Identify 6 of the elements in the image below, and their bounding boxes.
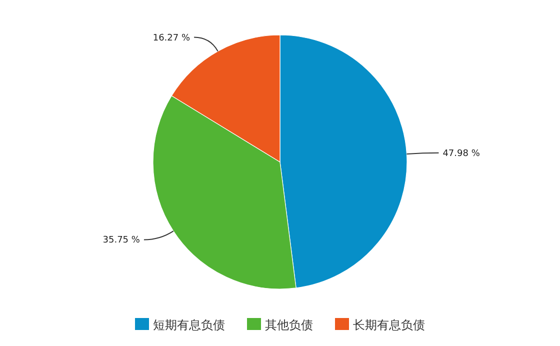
data-label: 16.27 % (152, 33, 190, 44)
legend-label: 长期有息负债 (353, 318, 425, 332)
data-label: 35.75 % (102, 236, 140, 246)
data-label: 47.98 % (442, 148, 480, 159)
legend-label: 其他负债 (265, 318, 313, 332)
legend-label: 短期有息负债 (153, 318, 225, 332)
